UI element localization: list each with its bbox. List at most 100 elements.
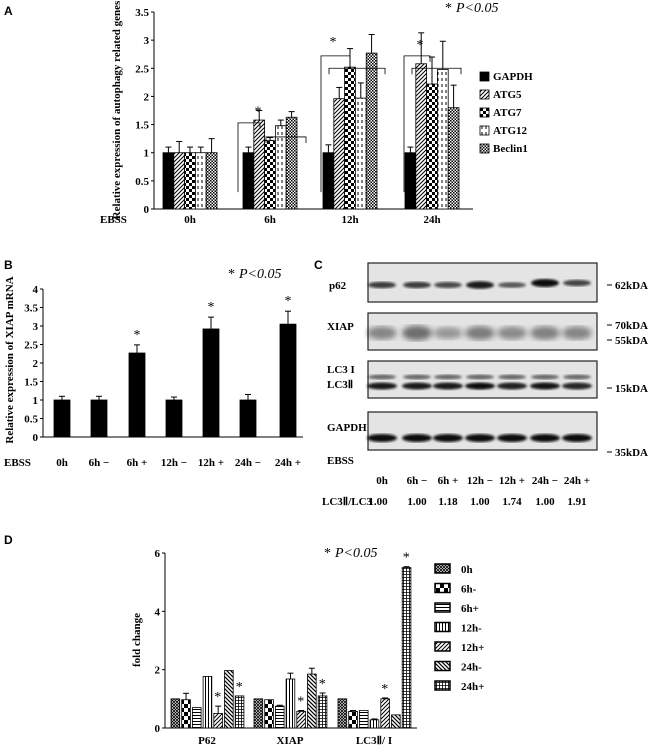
mw-marker: 70kDA: [615, 320, 648, 332]
bar-6h--XIAP: [264, 699, 274, 729]
bar-xiap-6h +: [128, 352, 146, 438]
lc3-ratio-value: 1.18: [438, 496, 458, 508]
y-tick-label: 6: [155, 548, 161, 560]
band: [466, 281, 494, 289]
bar-atg12-24h: [436, 69, 449, 210]
bar-atg12-0h: [194, 152, 207, 210]
chart-a: 0 0.5 1 1.5 2 2.5 3 3.5 Relative expression of a…: [100, 0, 533, 226]
bar-gapdh-0h: [162, 152, 175, 210]
significance-note: * P<0.05: [445, 1, 499, 16]
band: [403, 281, 431, 289]
blot-lc3i: [367, 360, 598, 399]
bar-gapdh-6h: [242, 152, 255, 210]
lane-label: 12h +: [499, 475, 525, 487]
band: [563, 279, 591, 287]
band: [367, 326, 397, 340]
significance-bracket: [320, 55, 351, 193]
lane-label: 0h: [376, 475, 388, 487]
significance-star: *: [255, 105, 262, 120]
significance-star: *: [403, 551, 410, 566]
legend-swatch-6h+: [434, 602, 451, 613]
y-tick-label: 0: [155, 723, 161, 735]
panel-label-d: D: [4, 533, 13, 547]
y-tick-label: 0.5: [135, 176, 149, 188]
mw-marker: 35kDA: [615, 447, 648, 459]
x-tick-label: 12h +: [198, 457, 224, 469]
band: [530, 434, 560, 442]
bar-atg7-6h: [264, 139, 276, 210]
y-tick-label: 1: [33, 395, 39, 407]
bar-12h--LC3Ⅱ/ I: [369, 719, 380, 729]
legend-swatch-gapdh: [479, 71, 490, 82]
legend-label-6h-: 6h-: [461, 584, 477, 596]
x-tick-label: 12h −: [161, 457, 187, 469]
blot-label-gapdh: GAPDH: [327, 422, 367, 434]
significance-bracket: [265, 136, 307, 143]
band: [497, 326, 527, 340]
band-lc3-i: [434, 374, 462, 380]
bar-12h+-XIAP: [296, 710, 306, 729]
bar-atg5-6h: [253, 119, 266, 210]
bar-6h+-XIAP: [274, 705, 285, 729]
bar-0h-LC3Ⅱ/ I: [337, 698, 348, 729]
significance-star: *: [134, 328, 141, 343]
significance-star: *: [285, 294, 292, 309]
x-tick-label: 0h: [56, 457, 68, 469]
x-prefix-label: EBSS: [327, 455, 354, 467]
chart-b: 0 0.5 1 1.5 2 2.5 3 3.5 4 Relative expression of …: [4, 267, 303, 469]
lc3-ratio-value: 1.00: [368, 496, 388, 508]
legend-label-24h-: 24h-: [461, 662, 482, 674]
y-axis-label: Relative expression of XIAP mRNA: [4, 276, 16, 443]
blot-xiap: [367, 312, 598, 351]
y-tick-label: 1.5: [135, 120, 149, 132]
y-tick-label: 2.5: [135, 63, 149, 75]
bar-12h--XIAP: [285, 678, 296, 729]
significance-star: *: [208, 300, 215, 315]
mw-marker: 62kDA: [615, 280, 648, 292]
legend-label-24h+: 24h+: [461, 681, 484, 693]
significance-star: *: [236, 680, 243, 695]
p-value-text: P<0.05: [238, 267, 282, 282]
bar-xiap-12h −: [165, 399, 183, 438]
x-tick-label: 12h: [341, 214, 358, 226]
bar-atg7-0h: [184, 152, 196, 210]
bar-24h--P62: [224, 670, 234, 729]
x-tick-label: 6h: [264, 214, 276, 226]
bar-12h+-P62: [213, 713, 223, 729]
bar-beclin1-24h: [447, 107, 460, 210]
lane-label: 6h −: [407, 475, 428, 487]
bar-xiap-6h −: [90, 399, 108, 438]
band: [465, 326, 495, 340]
band-lc3-i: [466, 374, 494, 380]
bar-atg5-24h: [415, 63, 427, 210]
band-lc3-i: [563, 374, 591, 380]
x-tick-label: 24h: [423, 214, 440, 226]
lc3-ratio-label: LC3Ⅱ/LC3: [322, 496, 373, 508]
significance-bracket: [403, 55, 431, 193]
y-axis-label: Relative expression of autophagy related…: [111, 0, 123, 219]
bar-atg5-12h: [333, 98, 345, 210]
blot-label-p62: p62: [329, 280, 347, 292]
lane-label: 12h −: [467, 475, 493, 487]
band: [531, 279, 559, 287]
bar-24h+-XIAP: [317, 695, 328, 729]
x-prefix-label: EBSS: [100, 214, 127, 226]
legend-swatch-12h+: [434, 641, 451, 652]
y-tick-label: 1.5: [24, 377, 38, 389]
y-tick-label: 4: [33, 284, 39, 296]
lc3-ratio-value: 1.00: [470, 496, 490, 508]
panel-label-a: A: [4, 4, 13, 18]
bar-xiap-0h: [53, 399, 71, 438]
significance-bracket: [328, 67, 386, 75]
y-tick-label: 0: [144, 204, 150, 216]
legend-label-atg5: ATG5: [493, 89, 522, 101]
band: [433, 326, 463, 340]
bar-12h+-LC3Ⅱ/ I: [380, 698, 390, 729]
legend-label-beclin1: Beclin1: [493, 143, 528, 155]
panel-label-c: C: [314, 258, 323, 272]
band-lc3-i: [403, 374, 431, 380]
blot-gapdh: [367, 411, 598, 451]
band-lc3-ii: [530, 382, 560, 390]
bar-6h--P62: [181, 699, 191, 729]
